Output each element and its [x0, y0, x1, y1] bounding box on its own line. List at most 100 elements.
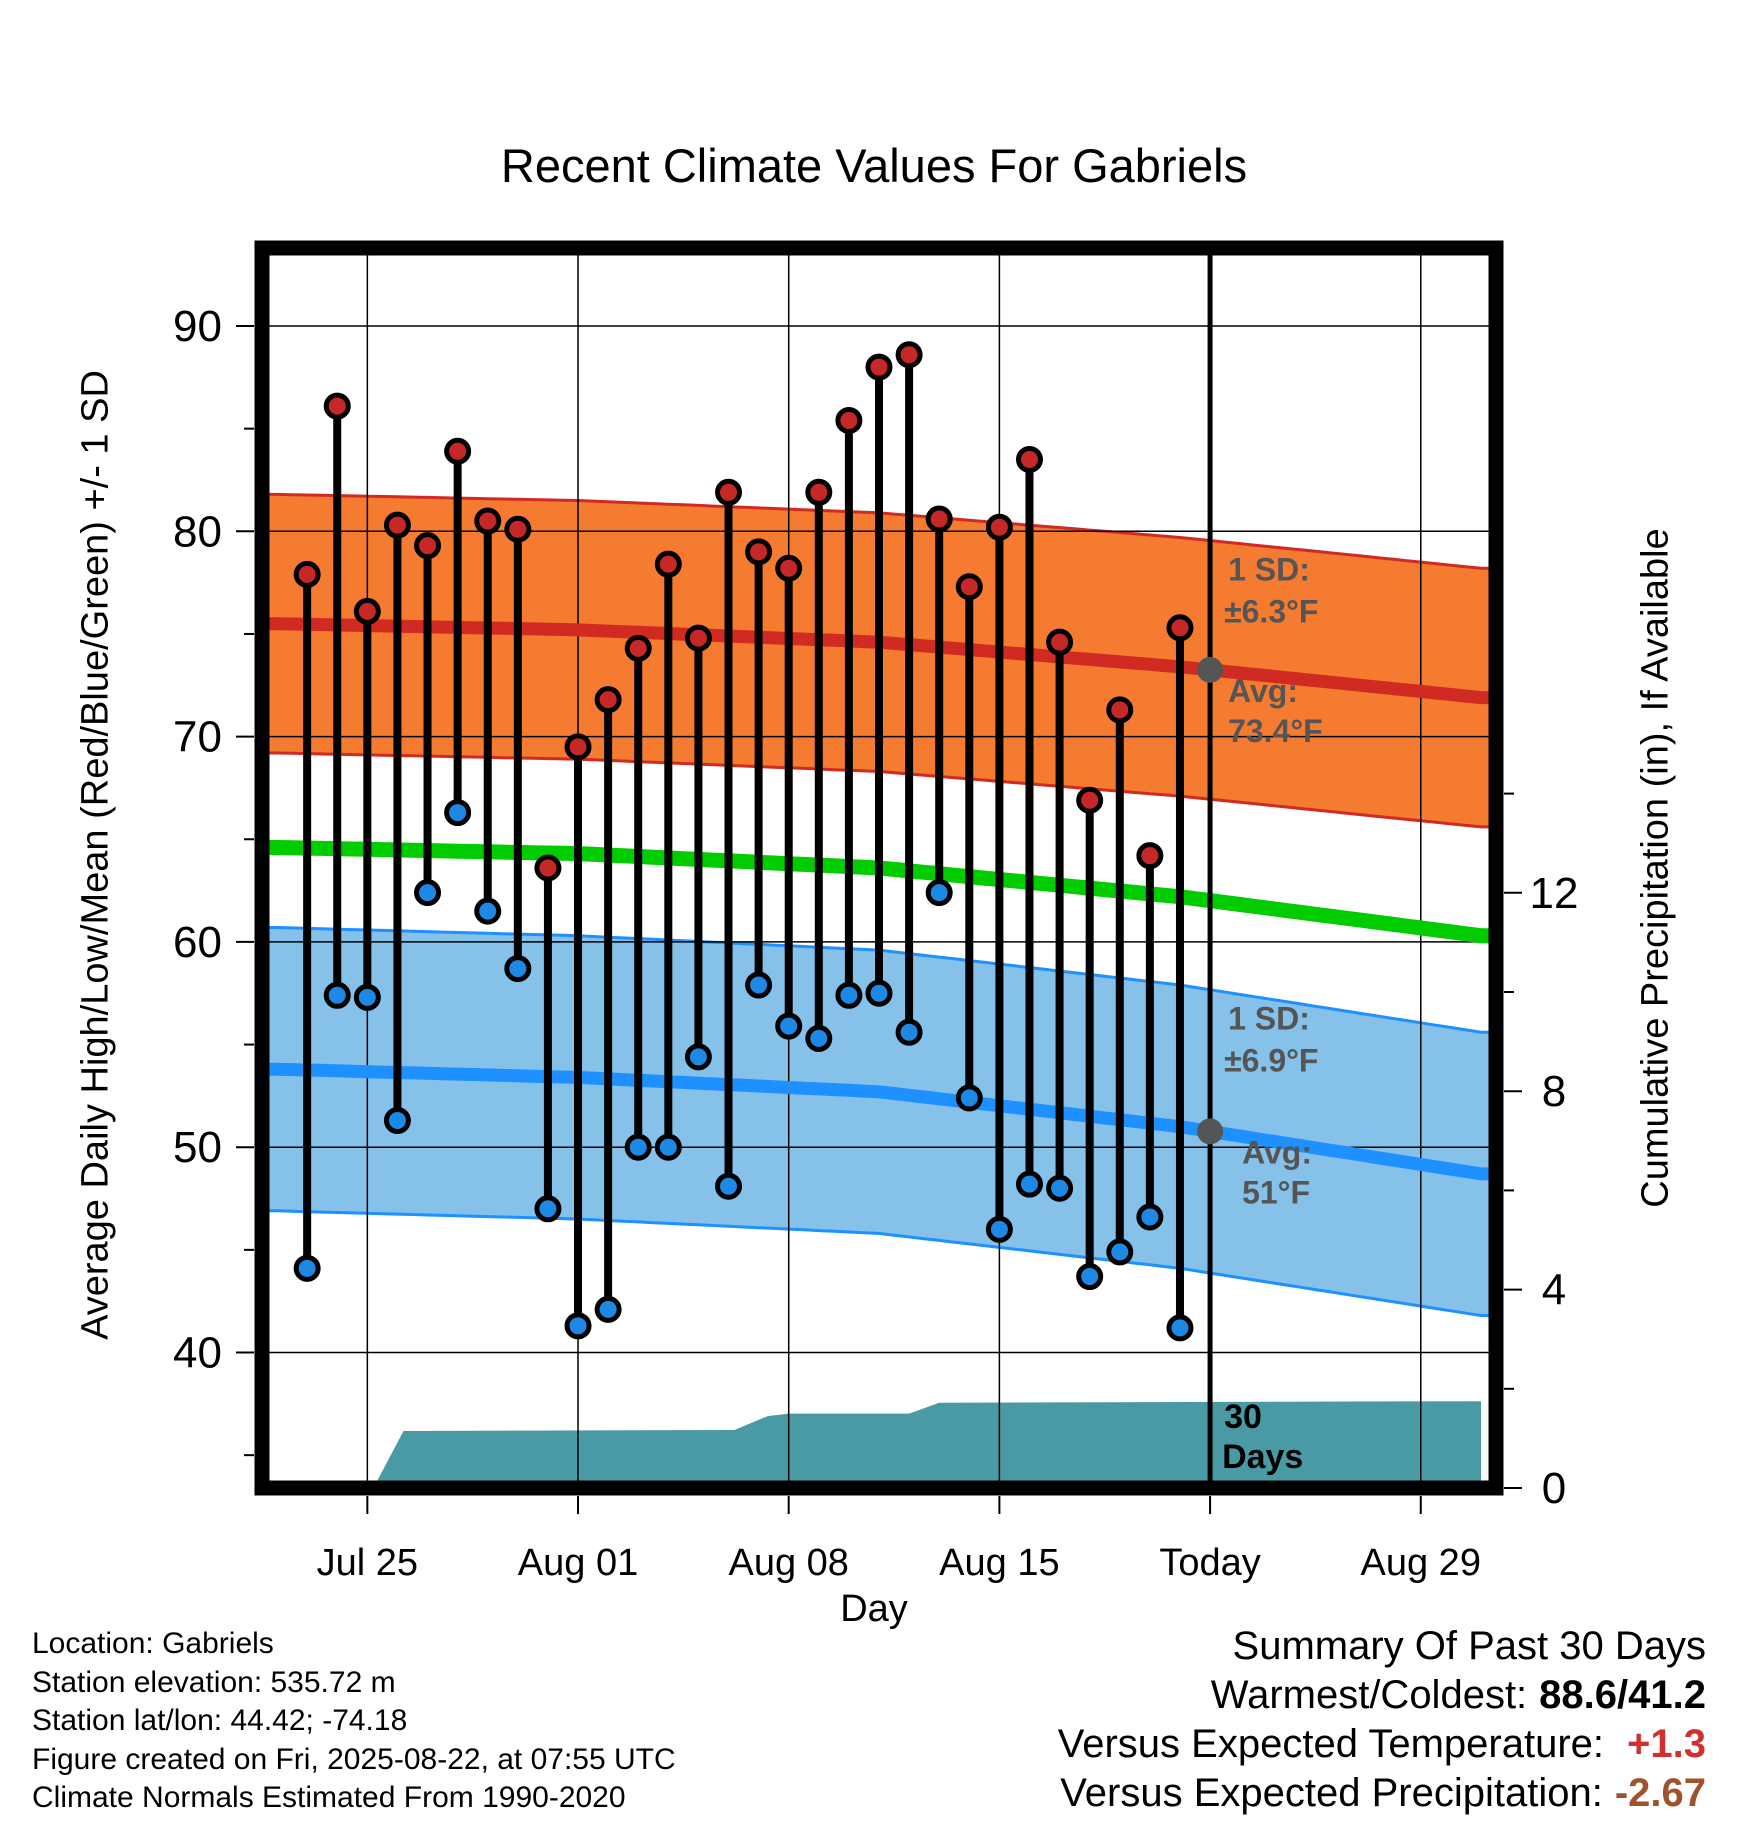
normal-low-line — [262, 1062, 1496, 1181]
meta-location: Location: Gabriels — [32, 1627, 274, 1660]
summary-panel: Summary Of Past 30 Days Warmest/Coldest:… — [1058, 1622, 1706, 1818]
x-tick-label: Jul 25 — [317, 1542, 418, 1584]
left-tick-label: 80 — [173, 507, 222, 556]
left-tick-label: 50 — [173, 1123, 222, 1172]
x-axis-label: Day — [840, 1588, 908, 1630]
today-high-avg-marker — [1197, 656, 1224, 683]
daily-high-point — [1076, 786, 1104, 814]
daily-high-point — [504, 515, 532, 543]
daily-high-point — [444, 437, 472, 465]
daily-low-point — [925, 879, 953, 907]
left-tick-label: 70 — [173, 713, 222, 762]
daily-low-point — [444, 799, 472, 827]
daily-low-point — [534, 1195, 562, 1223]
daily-high-point — [1136, 842, 1164, 870]
daily-low-point — [504, 955, 532, 983]
daily-low-point — [865, 979, 893, 1007]
daily-high-point — [775, 554, 803, 582]
low-sd-value: ±6.9°F — [1224, 1043, 1318, 1079]
daily-high-point — [564, 733, 592, 761]
summary-warmest-coldest: Warmest/Coldest: 88.6/41.2 — [1058, 1671, 1706, 1720]
low-sd-label: 1 SD: — [1228, 1001, 1310, 1037]
daily-low-point — [1076, 1263, 1104, 1291]
meta-latlon: Station lat/lon: 44.42; -74.18 — [32, 1704, 408, 1737]
daily-high-point — [323, 392, 351, 420]
right-tick-label: 0 — [1542, 1464, 1566, 1513]
right-tick-label: 12 — [1530, 869, 1579, 918]
precip-label: Versus Expected Precipitation: — [1060, 1771, 1603, 1815]
daily-high-point — [1046, 628, 1074, 656]
daily-low-point — [564, 1312, 592, 1340]
daily-high-point — [594, 686, 622, 714]
left-tick-label: 60 — [173, 918, 222, 967]
daily-high-point — [1106, 696, 1134, 724]
left-tick-label: 90 — [173, 302, 222, 351]
left-axis-label: Average Daily High/Low/Mean (Red/Blue/Gr… — [74, 370, 117, 1340]
high-sd-label: 1 SD: — [1228, 552, 1310, 588]
daily-high-point — [1166, 614, 1194, 642]
daily-low-point — [414, 879, 442, 907]
daily-low-point — [1046, 1174, 1074, 1202]
precip-value: -2.67 — [1614, 1771, 1706, 1815]
daily-high-point — [955, 573, 983, 601]
summary-heading: Summary Of Past 30 Days — [1232, 1624, 1706, 1668]
chart-title: Recent Climate Values For Gabriels — [500, 139, 1248, 192]
daily-low-point — [624, 1133, 652, 1161]
summary-precip: Versus Expected Precipitation: -2.67 — [1058, 1769, 1706, 1818]
x-tick-label: Aug 08 — [728, 1542, 848, 1584]
daily-high-point — [895, 341, 923, 369]
high-sd-value: ±6.3°F — [1224, 594, 1318, 630]
temp-label: Versus Expected Temperature: — [1057, 1722, 1604, 1766]
daily-high-point — [715, 478, 743, 506]
daily-low-point — [383, 1107, 411, 1135]
daily-high-point — [414, 532, 442, 560]
left-tick-label: 40 — [173, 1329, 222, 1378]
daily-low-point — [895, 1018, 923, 1046]
daily-high-point — [624, 634, 652, 662]
daily-low-point — [1106, 1238, 1134, 1266]
period-number: 30 — [1224, 1398, 1262, 1436]
daily-low-point — [715, 1172, 743, 1200]
daily-low-point — [835, 981, 863, 1009]
daily-low-point — [745, 971, 773, 999]
daily-low-point — [955, 1084, 983, 1112]
daily-low-point — [353, 983, 381, 1011]
daily-high-point — [654, 550, 682, 578]
daily-high-point — [835, 406, 863, 434]
plot-frame — [254, 240, 1504, 1496]
summary-temp: Versus Expected Temperature: +1.3 — [1058, 1720, 1706, 1769]
daily-low-point — [1136, 1203, 1164, 1231]
daily-low-point — [1166, 1314, 1194, 1342]
warmest-coldest-value: 88.6/41.2 — [1539, 1673, 1706, 1717]
daily-low-point — [293, 1254, 321, 1282]
daily-low-point — [1015, 1170, 1043, 1198]
high-avg-label: Avg: — [1228, 673, 1298, 709]
period-unit: Days — [1222, 1438, 1303, 1476]
meta-normals: Climate Normals Estimated From 1990-2020 — [32, 1781, 626, 1814]
daily-high-point — [1015, 445, 1043, 473]
x-tick-label: Aug 01 — [518, 1542, 638, 1584]
daily-low-point — [985, 1215, 1013, 1243]
x-tick-label: Aug 15 — [939, 1542, 1059, 1584]
low-avg-label: Avg: — [1242, 1134, 1312, 1170]
daily-low-point — [654, 1133, 682, 1161]
daily-high-point — [865, 353, 893, 381]
daily-high-point — [534, 854, 562, 882]
temp-value: +1.3 — [1627, 1722, 1706, 1766]
high-avg-value: 73.4°F — [1228, 713, 1323, 749]
daily-low-point — [474, 897, 502, 925]
daily-high-point — [684, 624, 712, 652]
daily-high-point — [383, 511, 411, 539]
meta-elevation: Station elevation: 535.72 m — [32, 1665, 396, 1699]
daily-low-point — [684, 1043, 712, 1071]
daily-high-point — [293, 560, 321, 588]
station-metadata: Location: Gabriels Station elevation: 53… — [32, 1625, 676, 1818]
daily-high-point — [474, 507, 502, 535]
daily-low-point — [594, 1295, 622, 1323]
meta-created: Figure created on Fri, 2025-08-22, at 07… — [32, 1742, 676, 1776]
right-tick-label: 8 — [1542, 1067, 1566, 1116]
warmest-coldest-label: Warmest/Coldest: — [1210, 1673, 1528, 1717]
right-axis-label: Cumulative Precipitation (in), If Availa… — [1634, 528, 1677, 1208]
daily-high-point — [985, 513, 1013, 541]
